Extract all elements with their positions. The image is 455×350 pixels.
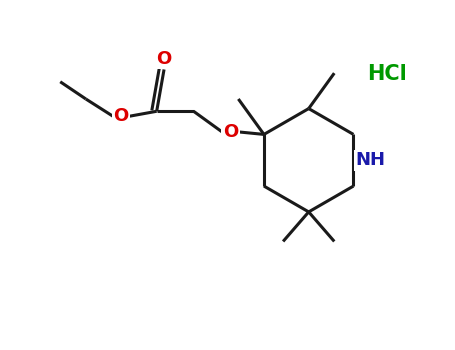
Text: O: O — [114, 107, 129, 125]
Text: O: O — [157, 50, 172, 68]
Text: O: O — [223, 123, 238, 141]
Text: HCl: HCl — [368, 64, 407, 84]
Text: NH: NH — [356, 151, 386, 169]
